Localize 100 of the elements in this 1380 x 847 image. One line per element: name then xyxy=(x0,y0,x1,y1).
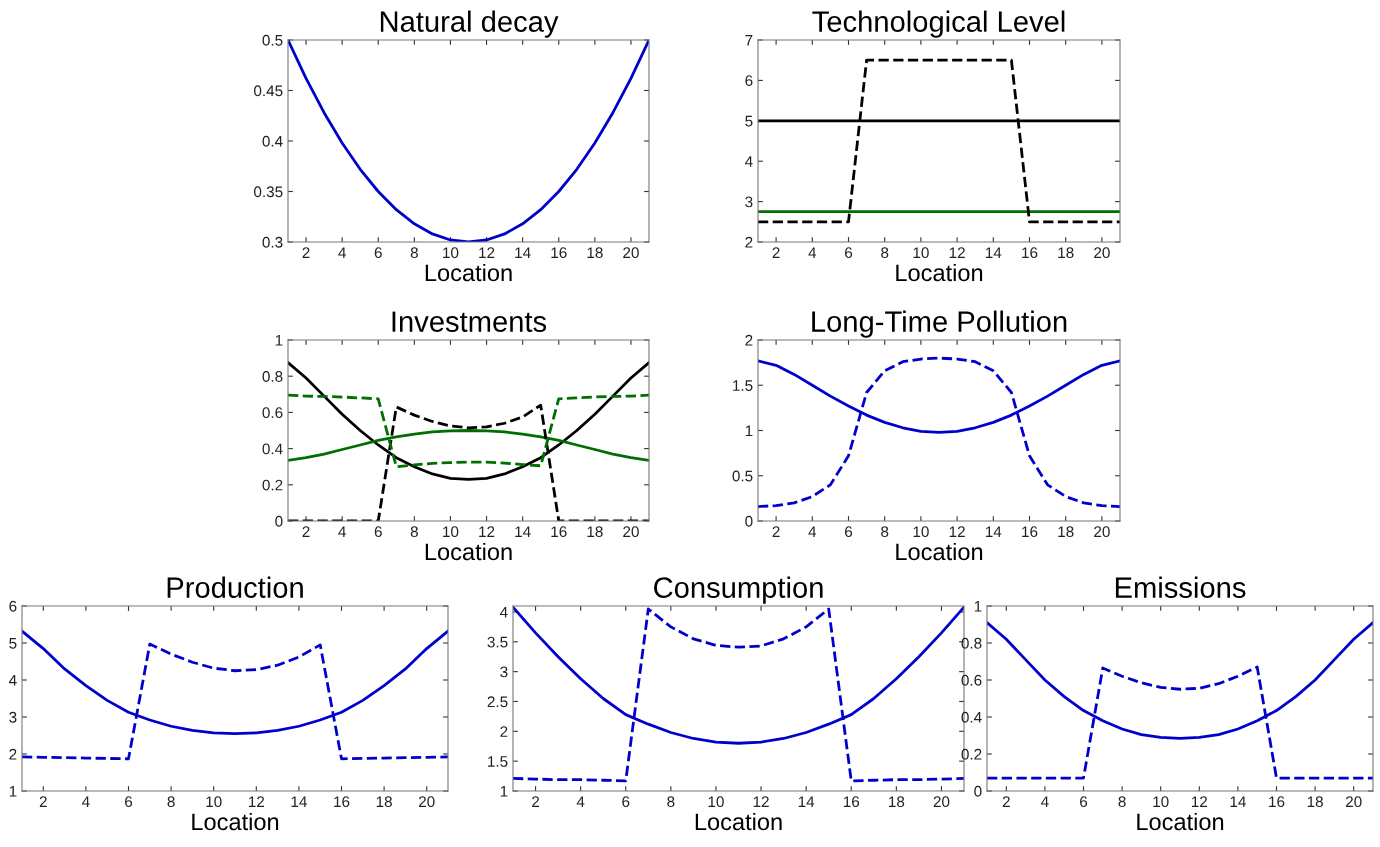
y-tick-label: 0 xyxy=(974,785,982,797)
x-tick-label: 2 xyxy=(39,796,47,807)
y-tick-label: 4 xyxy=(744,156,753,167)
y-tick-label: 2 xyxy=(9,748,17,760)
x-tick-label: 2 xyxy=(532,796,540,807)
y-tick-label: 6 xyxy=(9,600,17,612)
x-tick-label: 8 xyxy=(881,526,889,538)
x-tick-label: 10 xyxy=(443,526,459,538)
x-tick-label: 4 xyxy=(338,247,346,258)
x-tick-label: 6 xyxy=(845,247,853,259)
x-tick-label: 4 xyxy=(808,247,817,258)
line-series xyxy=(758,356,1120,508)
y-tick-label: 0.6 xyxy=(961,674,982,686)
y-tick-label: 3 xyxy=(745,196,753,208)
x-tick-label: 12 xyxy=(1191,796,1208,807)
x-tick-label: 6 xyxy=(125,796,133,808)
line-series xyxy=(288,393,649,469)
x-axis-title: Location xyxy=(896,263,983,282)
x-axis-title: Location xyxy=(425,542,512,561)
y-tick-label: 4 xyxy=(8,675,17,686)
y-tick-label: 1 xyxy=(745,425,753,437)
y-tick-label: 1 xyxy=(275,335,283,346)
x-tick-label: 20 xyxy=(418,796,435,808)
x-tick-label: 6 xyxy=(374,526,382,538)
x-axis-title: Location xyxy=(896,542,983,561)
x-tick-label: 20 xyxy=(1094,526,1110,538)
x-tick-label: 18 xyxy=(587,526,603,538)
y-tick-label: 7 xyxy=(745,35,753,46)
x-tick-label: 18 xyxy=(587,247,603,259)
y-tick-label: 0.4 xyxy=(262,135,283,147)
y-tick-label: 1 xyxy=(974,601,982,612)
x-tick-label: 18 xyxy=(1058,247,1074,259)
x-tick-label: 14 xyxy=(985,247,1002,258)
y-tick-label: 0.8 xyxy=(961,637,982,649)
x-tick-label: 10 xyxy=(708,796,724,808)
y-tick-label: 1 xyxy=(500,786,508,797)
y-tick-label: 0.4 xyxy=(262,443,283,455)
y-tick-label: 0 xyxy=(745,515,753,527)
x-tick-label: 10 xyxy=(913,526,929,538)
x-tick-label: 18 xyxy=(376,796,392,808)
line-series xyxy=(288,40,649,242)
y-tick-label: 0.2 xyxy=(961,748,982,760)
y-tick-label: 0.8 xyxy=(262,371,283,382)
x-tick-label: 20 xyxy=(1345,796,1362,808)
x-tick-label: 8 xyxy=(1118,796,1126,808)
x-tick-label: 18 xyxy=(1058,526,1074,538)
y-tick-label: 1 xyxy=(9,786,17,797)
x-tick-label: 16 xyxy=(843,796,860,808)
x-tick-label: 20 xyxy=(623,526,639,538)
x-tick-label: 2 xyxy=(1002,796,1010,807)
y-tick-label: 2.5 xyxy=(487,696,508,708)
y-tick-label: 0 xyxy=(275,515,283,527)
x-tick-label: 12 xyxy=(753,796,769,807)
x-tick-label: 8 xyxy=(167,796,175,808)
x-tick-label: 12 xyxy=(248,796,265,807)
x-tick-label: 8 xyxy=(410,247,418,259)
y-tick-label: 0.35 xyxy=(254,186,283,198)
y-tick-label: 0.2 xyxy=(262,479,283,491)
x-axis-title: Location xyxy=(695,812,782,831)
x-tick-label: 12 xyxy=(949,247,965,258)
x-tick-label: 16 xyxy=(1022,526,1038,538)
x-tick-label: 14 xyxy=(291,796,307,807)
y-tick-label: 3.5 xyxy=(487,636,508,648)
x-tick-label: 6 xyxy=(845,526,853,538)
y-tick-label: 2 xyxy=(745,334,753,346)
y-tick-label: 1.5 xyxy=(488,756,508,767)
x-tick-label: 20 xyxy=(623,247,639,259)
chart-title: Investments xyxy=(392,311,547,332)
chart-title: Technological Level xyxy=(812,10,1065,38)
y-tick-label: 0.45 xyxy=(254,85,283,97)
x-tick-label: 4 xyxy=(1041,796,1049,807)
x-tick-label: 16 xyxy=(334,796,350,808)
chart-title: Emissions xyxy=(1115,576,1246,598)
x-tick-label: 6 xyxy=(1080,796,1088,808)
x-tick-label: 16 xyxy=(1269,796,1285,808)
x-tick-label: 6 xyxy=(622,796,630,808)
x-tick-label: 14 xyxy=(985,526,1002,537)
x-tick-label: 14 xyxy=(1230,796,1246,807)
x-tick-label: 4 xyxy=(338,526,346,537)
y-tick-label: 0.3 xyxy=(262,236,283,248)
x-tick-label: 2 xyxy=(772,526,780,537)
x-tick-label: 10 xyxy=(1153,796,1169,808)
x-tick-label: 12 xyxy=(479,526,495,537)
y-tick-label: 2 xyxy=(745,236,753,248)
x-tick-label: 10 xyxy=(443,247,459,259)
chart-title: Production xyxy=(167,576,303,598)
x-tick-label: 2 xyxy=(772,247,780,258)
chart-title: Consumption xyxy=(654,576,823,604)
y-tick-label: 3 xyxy=(500,666,508,678)
x-tick-label: 20 xyxy=(1094,247,1110,259)
x-axis-title: Location xyxy=(1137,812,1224,831)
x-tick-label: 16 xyxy=(551,247,567,259)
y-tick-label: 0.6 xyxy=(262,407,283,419)
x-tick-label: 8 xyxy=(881,247,889,259)
y-tick-label: 1.5 xyxy=(733,380,753,391)
x-tick-label: 14 xyxy=(515,247,531,258)
y-tick-label: 0.5 xyxy=(262,34,283,46)
y-tick-label: 4 xyxy=(499,606,508,618)
x-tick-label: 4 xyxy=(808,526,817,537)
x-tick-label: 14 xyxy=(515,526,531,537)
